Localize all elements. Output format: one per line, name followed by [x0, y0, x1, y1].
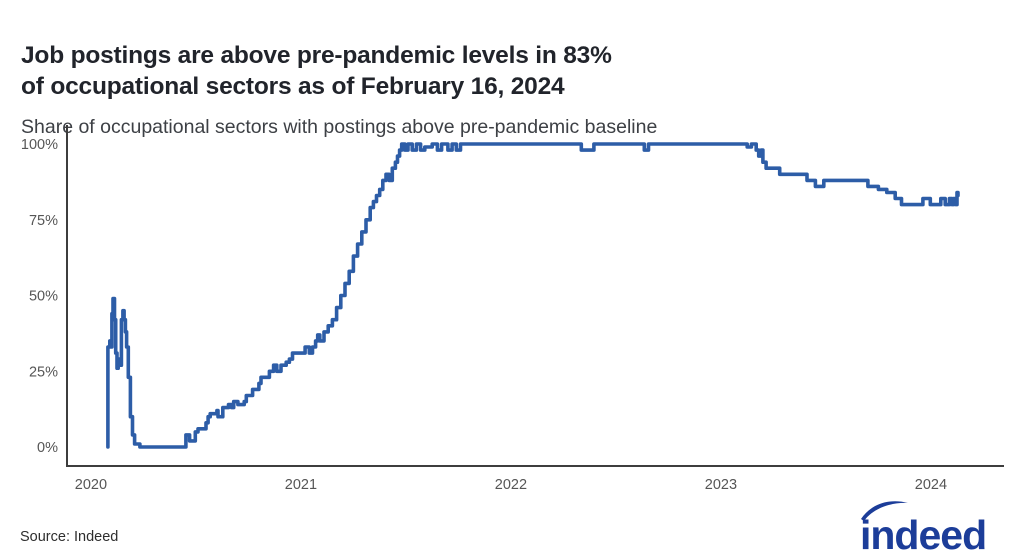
- page-title: Job postings are above pre-pandemic leve…: [21, 41, 781, 102]
- x-axis-tick-label: 2024: [915, 477, 947, 493]
- y-axis-tick-label: 50%: [29, 289, 58, 305]
- x-axis-tick-label: 2020: [75, 477, 107, 493]
- indeed-swoosh-icon: [861, 501, 908, 521]
- x-axis-tick-label: 2022: [495, 477, 527, 493]
- title-line-2: of occupational sectors as of February 1…: [21, 72, 565, 100]
- indeed-logo: indeed: [858, 498, 1008, 558]
- chart-subtitle: Share of occupational sectors with posti…: [21, 115, 658, 138]
- line-chart: 0% 25% 50% 75% 100% 2020 2021 2022 2023 2024: [21, 125, 1004, 493]
- source-note: Source: Indeed: [20, 529, 119, 545]
- y-axis-tick-label: 0%: [37, 440, 58, 456]
- indeed-logo-graphic: indeed: [860, 501, 987, 558]
- y-axis-tick-label: 75%: [29, 213, 58, 229]
- title-line-1: Job postings are above pre-pandemic leve…: [21, 42, 612, 70]
- x-axis-tick-label: 2021: [285, 477, 317, 493]
- y-axis-tick-label: 100%: [21, 137, 58, 153]
- indeed-logo-text: indeed: [860, 512, 986, 554]
- x-axis-tick-label: 2023: [705, 477, 737, 493]
- y-axis-tick-label: 25%: [29, 364, 58, 380]
- data-line-series: [106, 142, 960, 449]
- axis-lines: [66, 125, 1004, 467]
